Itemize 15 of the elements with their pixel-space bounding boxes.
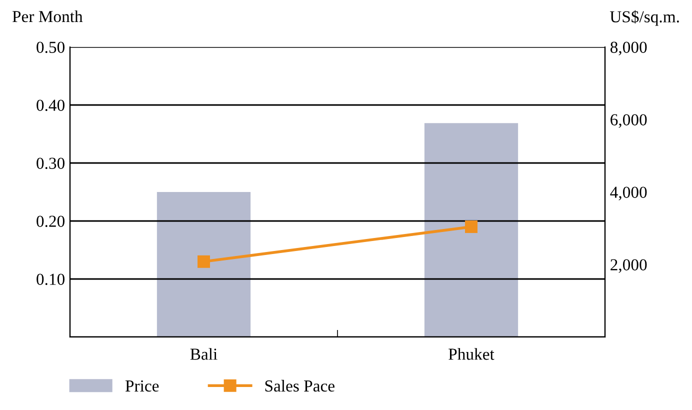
x-tick-label: Phuket	[448, 348, 494, 360]
y2-tick-label: 6,000	[610, 114, 647, 128]
y2-tick-label: 2,000	[610, 259, 647, 273]
legend-label: Sales Pace	[265, 380, 334, 392]
legend-label: Price	[125, 380, 159, 392]
y-tick-label: 0.30	[36, 158, 65, 170]
y-tick-label: 0.40	[36, 100, 65, 112]
y-axis-title: Per Month	[12, 10, 83, 22]
y2-axis-title: US$/sq.m.	[610, 10, 679, 26]
y2-tick-label: 8,000	[610, 42, 647, 56]
x-tick-label: Bali	[190, 348, 218, 360]
y-tick-label: 0.10	[36, 274, 65, 286]
y-tick-label: 0.20	[36, 216, 65, 228]
y-tick-label: 0.50	[36, 42, 65, 54]
y2-tick-label: 4,000	[610, 186, 647, 200]
